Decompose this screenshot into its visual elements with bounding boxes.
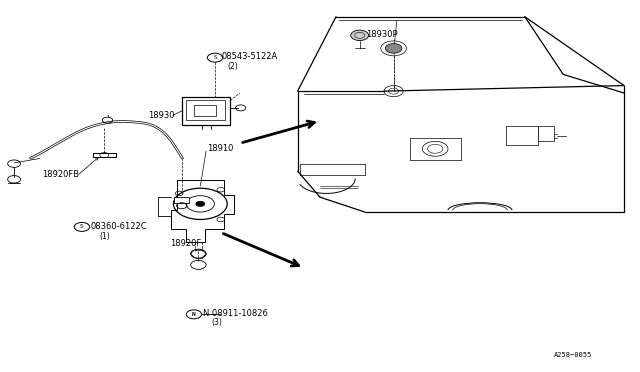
Bar [186,100,225,120]
Text: 18930: 18930 [148,111,175,120]
Text: 18920FB: 18920FB [42,170,79,179]
Bar [174,197,189,203]
Text: 18910: 18910 [207,144,233,153]
Circle shape [196,201,205,206]
Text: 18930P: 18930P [366,30,397,39]
Text: N 08911-10826: N 08911-10826 [203,309,268,318]
Text: 18920F: 18920F [170,239,201,248]
Text: N: N [192,312,196,317]
Bar [538,126,554,141]
Text: 08360-6122C: 08360-6122C [91,222,147,231]
Circle shape [351,30,369,41]
Circle shape [385,44,402,53]
Text: (1): (1) [99,232,110,241]
Text: A258−0055: A258−0055 [554,352,592,357]
Text: (2): (2) [228,62,239,71]
Bar [194,105,216,116]
Bar [182,97,230,125]
Text: 08543-5122A: 08543-5122A [221,52,278,61]
Text: S: S [80,224,84,230]
Text: S: S [213,55,217,60]
Text: (3): (3) [211,318,222,327]
